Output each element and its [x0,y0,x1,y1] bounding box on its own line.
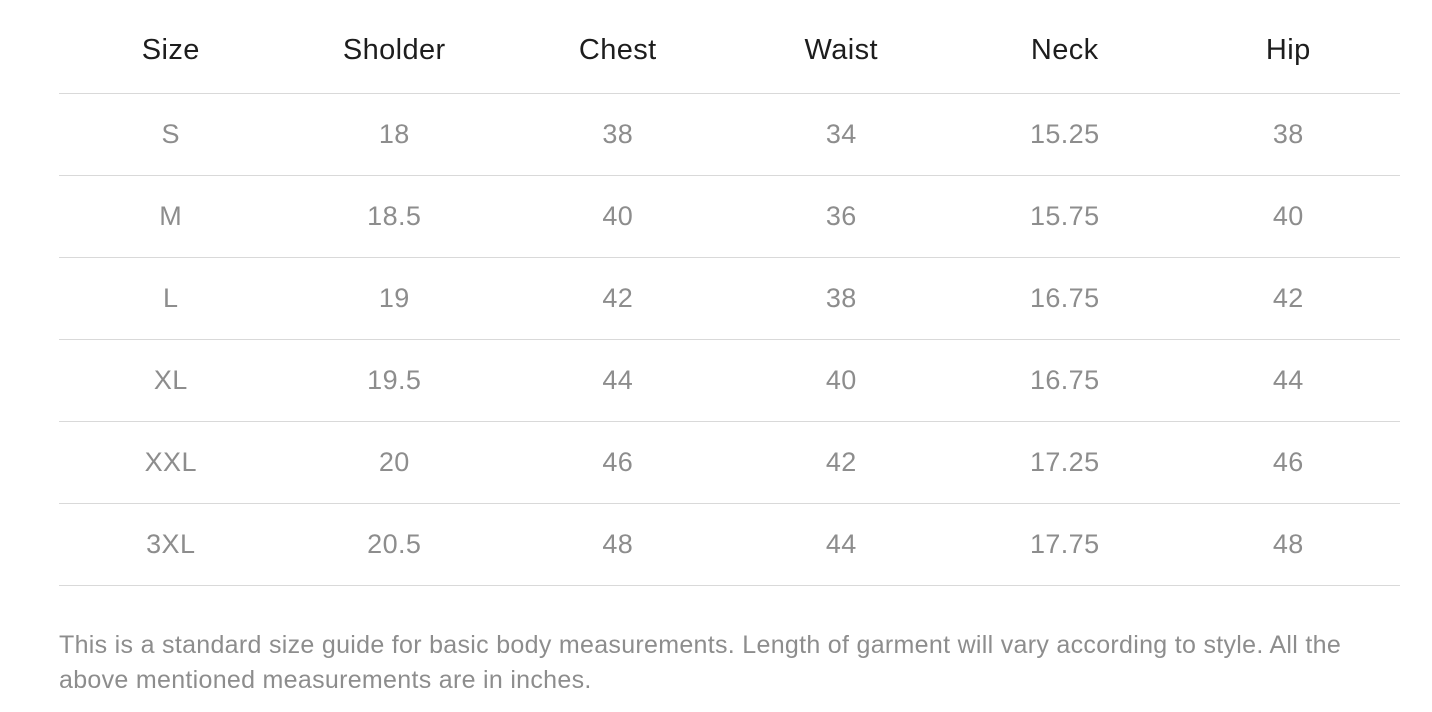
cell-size: 3XL [59,503,283,586]
cell-chest: 40 [506,175,730,258]
table-row: S 18 38 34 15.25 38 [59,93,1400,176]
cell-neck: 17.25 [953,421,1177,504]
cell-size: M [59,175,283,258]
cell-sholder: 20.5 [282,503,506,586]
table-row: 3XL 20.5 48 44 17.75 48 [59,503,1400,586]
cell-chest: 42 [506,257,730,340]
cell-chest: 46 [506,421,730,504]
cell-hip: 48 [1176,503,1400,586]
cell-neck: 16.75 [953,339,1177,422]
cell-size: XXL [59,421,283,504]
table-row: XL 19.5 44 40 16.75 44 [59,339,1400,422]
header-cell-chest: Chest [506,0,730,94]
cell-size: S [59,93,283,176]
cell-size: L [59,257,283,340]
cell-sholder: 19.5 [282,339,506,422]
header-cell-neck: Neck [953,0,1177,94]
cell-neck: 16.75 [953,257,1177,340]
cell-sholder: 19 [282,257,506,340]
header-cell-sholder: Sholder [282,0,506,94]
cell-waist: 38 [729,257,953,340]
header-cell-size: Size [59,0,283,94]
cell-waist: 34 [729,93,953,176]
cell-sholder: 18 [282,93,506,176]
cell-chest: 38 [506,93,730,176]
size-guide-note: This is a standard size guide for basic … [59,628,1369,698]
table-row: XXL 20 46 42 17.25 46 [59,421,1400,504]
cell-waist: 44 [729,503,953,586]
size-guide-table: Size Sholder Chest Waist Neck Hip S 18 3… [59,0,1400,586]
table-header-row: Size Sholder Chest Waist Neck Hip [59,0,1400,94]
cell-sholder: 18.5 [282,175,506,258]
cell-chest: 44 [506,339,730,422]
cell-hip: 44 [1176,339,1400,422]
cell-waist: 36 [729,175,953,258]
cell-waist: 42 [729,421,953,504]
cell-neck: 15.25 [953,93,1177,176]
note-line-2: above mentioned measurements are in inch… [59,665,592,694]
cell-waist: 40 [729,339,953,422]
cell-neck: 17.75 [953,503,1177,586]
header-cell-hip: Hip [1176,0,1400,94]
cell-hip: 40 [1176,175,1400,258]
header-cell-waist: Waist [729,0,953,94]
note-line-1: This is a standard size guide for basic … [59,630,1342,659]
cell-hip: 38 [1176,93,1400,176]
table-row: M 18.5 40 36 15.75 40 [59,175,1400,258]
cell-hip: 42 [1176,257,1400,340]
cell-neck: 15.75 [953,175,1177,258]
cell-hip: 46 [1176,421,1400,504]
cell-size: XL [59,339,283,422]
cell-chest: 48 [506,503,730,586]
table-row: L 19 42 38 16.75 42 [59,257,1400,340]
cell-sholder: 20 [282,421,506,504]
